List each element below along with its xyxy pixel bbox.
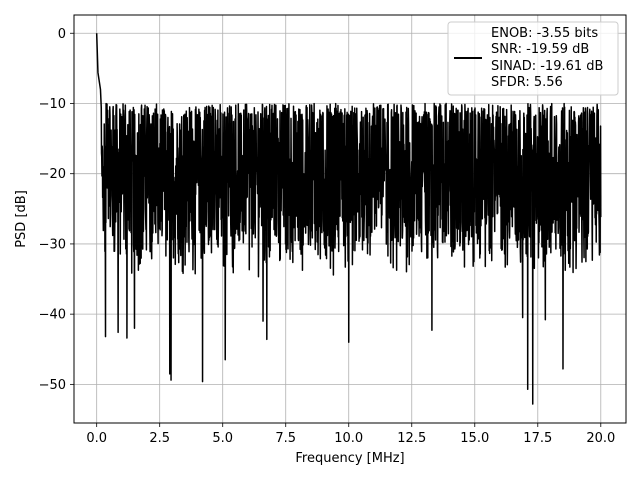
y-axis: 0 −10 −20 −30 −40 −50 bbox=[39, 27, 74, 393]
legend-sinad: SINAD: -19.61 dB bbox=[491, 59, 603, 74]
plot-frame bbox=[73, 14, 627, 424]
x-tick-label: 20.0 bbox=[586, 431, 615, 446]
y-tick-label: −20 bbox=[39, 167, 66, 182]
x-tick-label: 15.0 bbox=[460, 431, 489, 446]
x-tick-label: 7.5 bbox=[275, 431, 296, 446]
y-tick-label: −50 bbox=[39, 378, 66, 393]
x-axis: 0.0 2.5 5.0 7.5 10.0 12.5 15.0 17.5 20.0 bbox=[86, 423, 615, 446]
y-axis-label: PSD [dB] bbox=[14, 190, 29, 248]
psd-series-line bbox=[95, 33, 602, 405]
legend-sfdr: SFDR: 5.56 bbox=[491, 75, 563, 90]
x-tick-label: 0.0 bbox=[86, 431, 107, 446]
series-layer bbox=[95, 33, 602, 405]
x-tick-label: 12.5 bbox=[397, 431, 426, 446]
legend-enob: ENOB: -3.55 bits bbox=[491, 26, 598, 41]
y-tick-label: −30 bbox=[39, 237, 66, 252]
x-tick-label: 2.5 bbox=[149, 431, 170, 446]
x-axis-label: Frequency [MHz] bbox=[295, 451, 404, 466]
legend-snr: SNR: -19.59 dB bbox=[491, 42, 589, 57]
y-tick-label: −40 bbox=[39, 308, 66, 323]
x-tick-label: 17.5 bbox=[523, 431, 552, 446]
y-tick-label: 0 bbox=[58, 27, 66, 42]
x-tick-label: 5.0 bbox=[212, 431, 233, 446]
x-tick-label: 10.0 bbox=[334, 431, 363, 446]
y-tick-label: −10 bbox=[39, 97, 66, 112]
legend-box bbox=[447, 21, 619, 96]
legend: ENOB: -3.55 bits SNR: -19.59 dB SINAD: -… bbox=[447, 21, 619, 96]
